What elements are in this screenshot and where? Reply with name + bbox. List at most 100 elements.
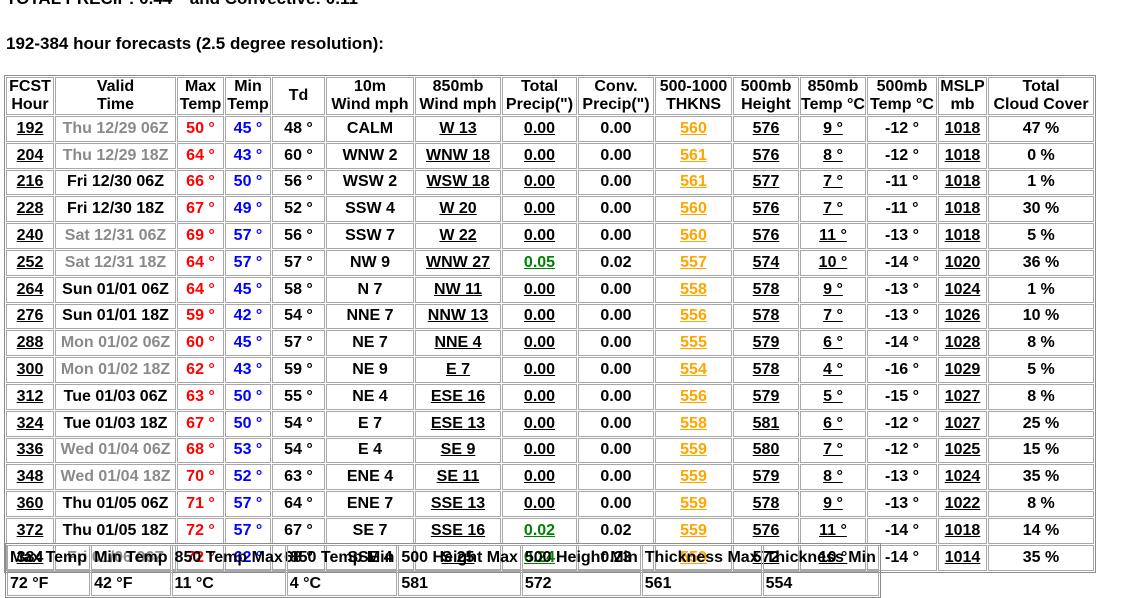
forecast-hour-link[interactable]: 372	[16, 521, 44, 539]
forecast-hour-link[interactable]: 288	[16, 334, 44, 352]
total-precip-link[interactable]: 0.00	[523, 307, 556, 325]
total-precip-link[interactable]: 0.00	[523, 146, 556, 164]
mslp-link[interactable]: 1027	[944, 414, 981, 432]
mslp-link[interactable]: 1024	[944, 280, 981, 298]
forecast-hour-link[interactable]: 216	[16, 173, 44, 191]
temp-850mb-link[interactable]: 7 °	[823, 307, 843, 325]
total-precip-link[interactable]: 0.24	[523, 548, 556, 566]
thickness-link[interactable]: 561	[680, 173, 707, 191]
total-precip-link[interactable]: 0.00	[523, 414, 556, 432]
thickness-link[interactable]: 560	[680, 119, 707, 137]
thickness-link[interactable]: 558	[680, 414, 707, 432]
height-500mb-link[interactable]: 577	[752, 173, 780, 191]
forecast-hour-link[interactable]: 312	[16, 387, 44, 405]
height-500mb-link[interactable]: 574	[752, 253, 780, 271]
forecast-hour-link[interactable]: 204	[16, 146, 44, 164]
wind-850mb-link[interactable]: ESE 13	[430, 414, 486, 432]
mslp-link[interactable]: 1026	[944, 307, 981, 325]
temp-850mb-link[interactable]: 10 °	[818, 253, 848, 271]
mslp-link[interactable]: 1022	[944, 495, 981, 513]
wind-850mb-link[interactable]: W 22	[439, 227, 477, 245]
thickness-link[interactable]: 559	[680, 441, 707, 459]
height-500mb-link[interactable]: 579	[752, 387, 780, 405]
forecast-hour-link[interactable]: 276	[16, 307, 44, 325]
forecast-hour-link[interactable]: 192	[16, 119, 44, 137]
thickness-link[interactable]: 559	[680, 468, 707, 486]
temp-850mb-link[interactable]: 4 °	[823, 361, 843, 379]
wind-850mb-link[interactable]: E 7	[445, 361, 470, 379]
temp-850mb-link[interactable]: 11 °	[819, 227, 847, 245]
height-500mb-link[interactable]: 581	[752, 414, 780, 432]
height-500mb-link[interactable]: 578	[752, 361, 780, 379]
wind-850mb-link[interactable]: WSW 18	[426, 173, 490, 191]
temp-850mb-link[interactable]: 7 °	[823, 173, 843, 191]
temp-850mb-link[interactable]: 6 °	[823, 414, 843, 432]
forecast-hour-link[interactable]: 336	[16, 441, 44, 459]
height-500mb-link[interactable]: 576	[752, 146, 780, 164]
total-precip-link[interactable]: 0.00	[523, 227, 556, 245]
total-precip-link[interactable]: 0.00	[523, 387, 556, 405]
temp-850mb-link[interactable]: 8 °	[823, 146, 843, 164]
total-precip-link[interactable]: 0.00	[523, 280, 556, 298]
temp-850mb-link[interactable]: 9 °	[823, 119, 843, 137]
mslp-link[interactable]: 1018	[944, 227, 981, 245]
forecast-hour-link[interactable]: 360	[16, 495, 44, 513]
temp-850mb-link[interactable]: 8 °	[823, 468, 843, 486]
thickness-link[interactable]: 558	[680, 280, 707, 298]
forecast-hour-link[interactable]: 324	[16, 414, 44, 432]
height-500mb-link[interactable]: 578	[752, 280, 780, 298]
wind-850mb-link[interactable]: NW 11	[433, 280, 482, 298]
total-precip-link[interactable]: 0.00	[523, 495, 556, 513]
thickness-link[interactable]: 560	[680, 200, 707, 218]
thickness-link[interactable]: 556	[680, 387, 707, 405]
wind-850mb-link[interactable]: WNW 27	[426, 253, 490, 271]
total-precip-link[interactable]: 0.05	[523, 253, 556, 271]
wind-850mb-link[interactable]: ESE 16	[430, 387, 486, 405]
thickness-link[interactable]: 556	[680, 307, 707, 325]
temp-850mb-link[interactable]: 7 °	[823, 441, 843, 459]
height-500mb-link[interactable]: 579	[752, 334, 780, 352]
wind-850mb-link[interactable]: SSE 13	[430, 495, 486, 513]
total-precip-link[interactable]: 0.00	[523, 361, 556, 379]
total-precip-link[interactable]: 0.00	[523, 119, 556, 137]
thickness-link[interactable]: 559	[680, 495, 707, 513]
thickness-link[interactable]: 561	[680, 146, 707, 164]
mslp-link[interactable]: 1018	[944, 521, 981, 539]
total-precip-link[interactable]: 0.00	[523, 468, 556, 486]
forecast-hour-link[interactable]: 264	[16, 280, 44, 298]
total-precip-link[interactable]: 0.00	[523, 200, 556, 218]
forecast-hour-link[interactable]: 384	[16, 548, 44, 566]
temp-850mb-link[interactable]: 6 °	[823, 334, 843, 352]
height-500mb-link[interactable]: 579	[752, 468, 780, 486]
temp-850mb-link[interactable]: 5 °	[823, 387, 843, 405]
total-precip-link[interactable]: 0.00	[523, 173, 556, 191]
thickness-link[interactable]: 554	[680, 361, 707, 379]
wind-850mb-link[interactable]: NNW 13	[427, 307, 489, 325]
thickness-link[interactable]: 559	[680, 548, 707, 566]
mslp-link[interactable]: 1029	[944, 361, 981, 379]
wind-850mb-link[interactable]: NNE 4	[434, 334, 482, 352]
mslp-link[interactable]: 1018	[944, 146, 981, 164]
wind-850mb-link[interactable]: W 13	[439, 119, 477, 137]
forecast-hour-link[interactable]: 348	[16, 468, 44, 486]
total-precip-link[interactable]: 0.02	[523, 521, 556, 539]
temp-850mb-link[interactable]: 11 °	[819, 521, 847, 539]
thickness-link[interactable]: 559	[680, 521, 707, 539]
mslp-link[interactable]: 1018	[944, 173, 981, 191]
mslp-link[interactable]: 1025	[944, 441, 981, 459]
wind-850mb-link[interactable]: SE 11	[436, 468, 480, 486]
thickness-link[interactable]: 560	[680, 227, 707, 245]
temp-850mb-link[interactable]: 9 °	[823, 280, 843, 298]
forecast-hour-link[interactable]: 252	[16, 253, 44, 271]
height-500mb-link[interactable]: 576	[752, 119, 780, 137]
height-500mb-link[interactable]: 578	[752, 307, 780, 325]
height-500mb-link[interactable]: 576	[752, 227, 780, 245]
mslp-link[interactable]: 1018	[944, 119, 981, 137]
mslp-link[interactable]: 1024	[944, 468, 981, 486]
height-500mb-link[interactable]: 580	[752, 441, 780, 459]
mslp-link[interactable]: 1018	[944, 200, 981, 218]
forecast-hour-link[interactable]: 228	[16, 200, 44, 218]
thickness-link[interactable]: 557	[680, 253, 707, 271]
wind-850mb-link[interactable]: SE 9	[440, 441, 476, 459]
wind-850mb-link[interactable]: SSE 16	[430, 521, 486, 539]
